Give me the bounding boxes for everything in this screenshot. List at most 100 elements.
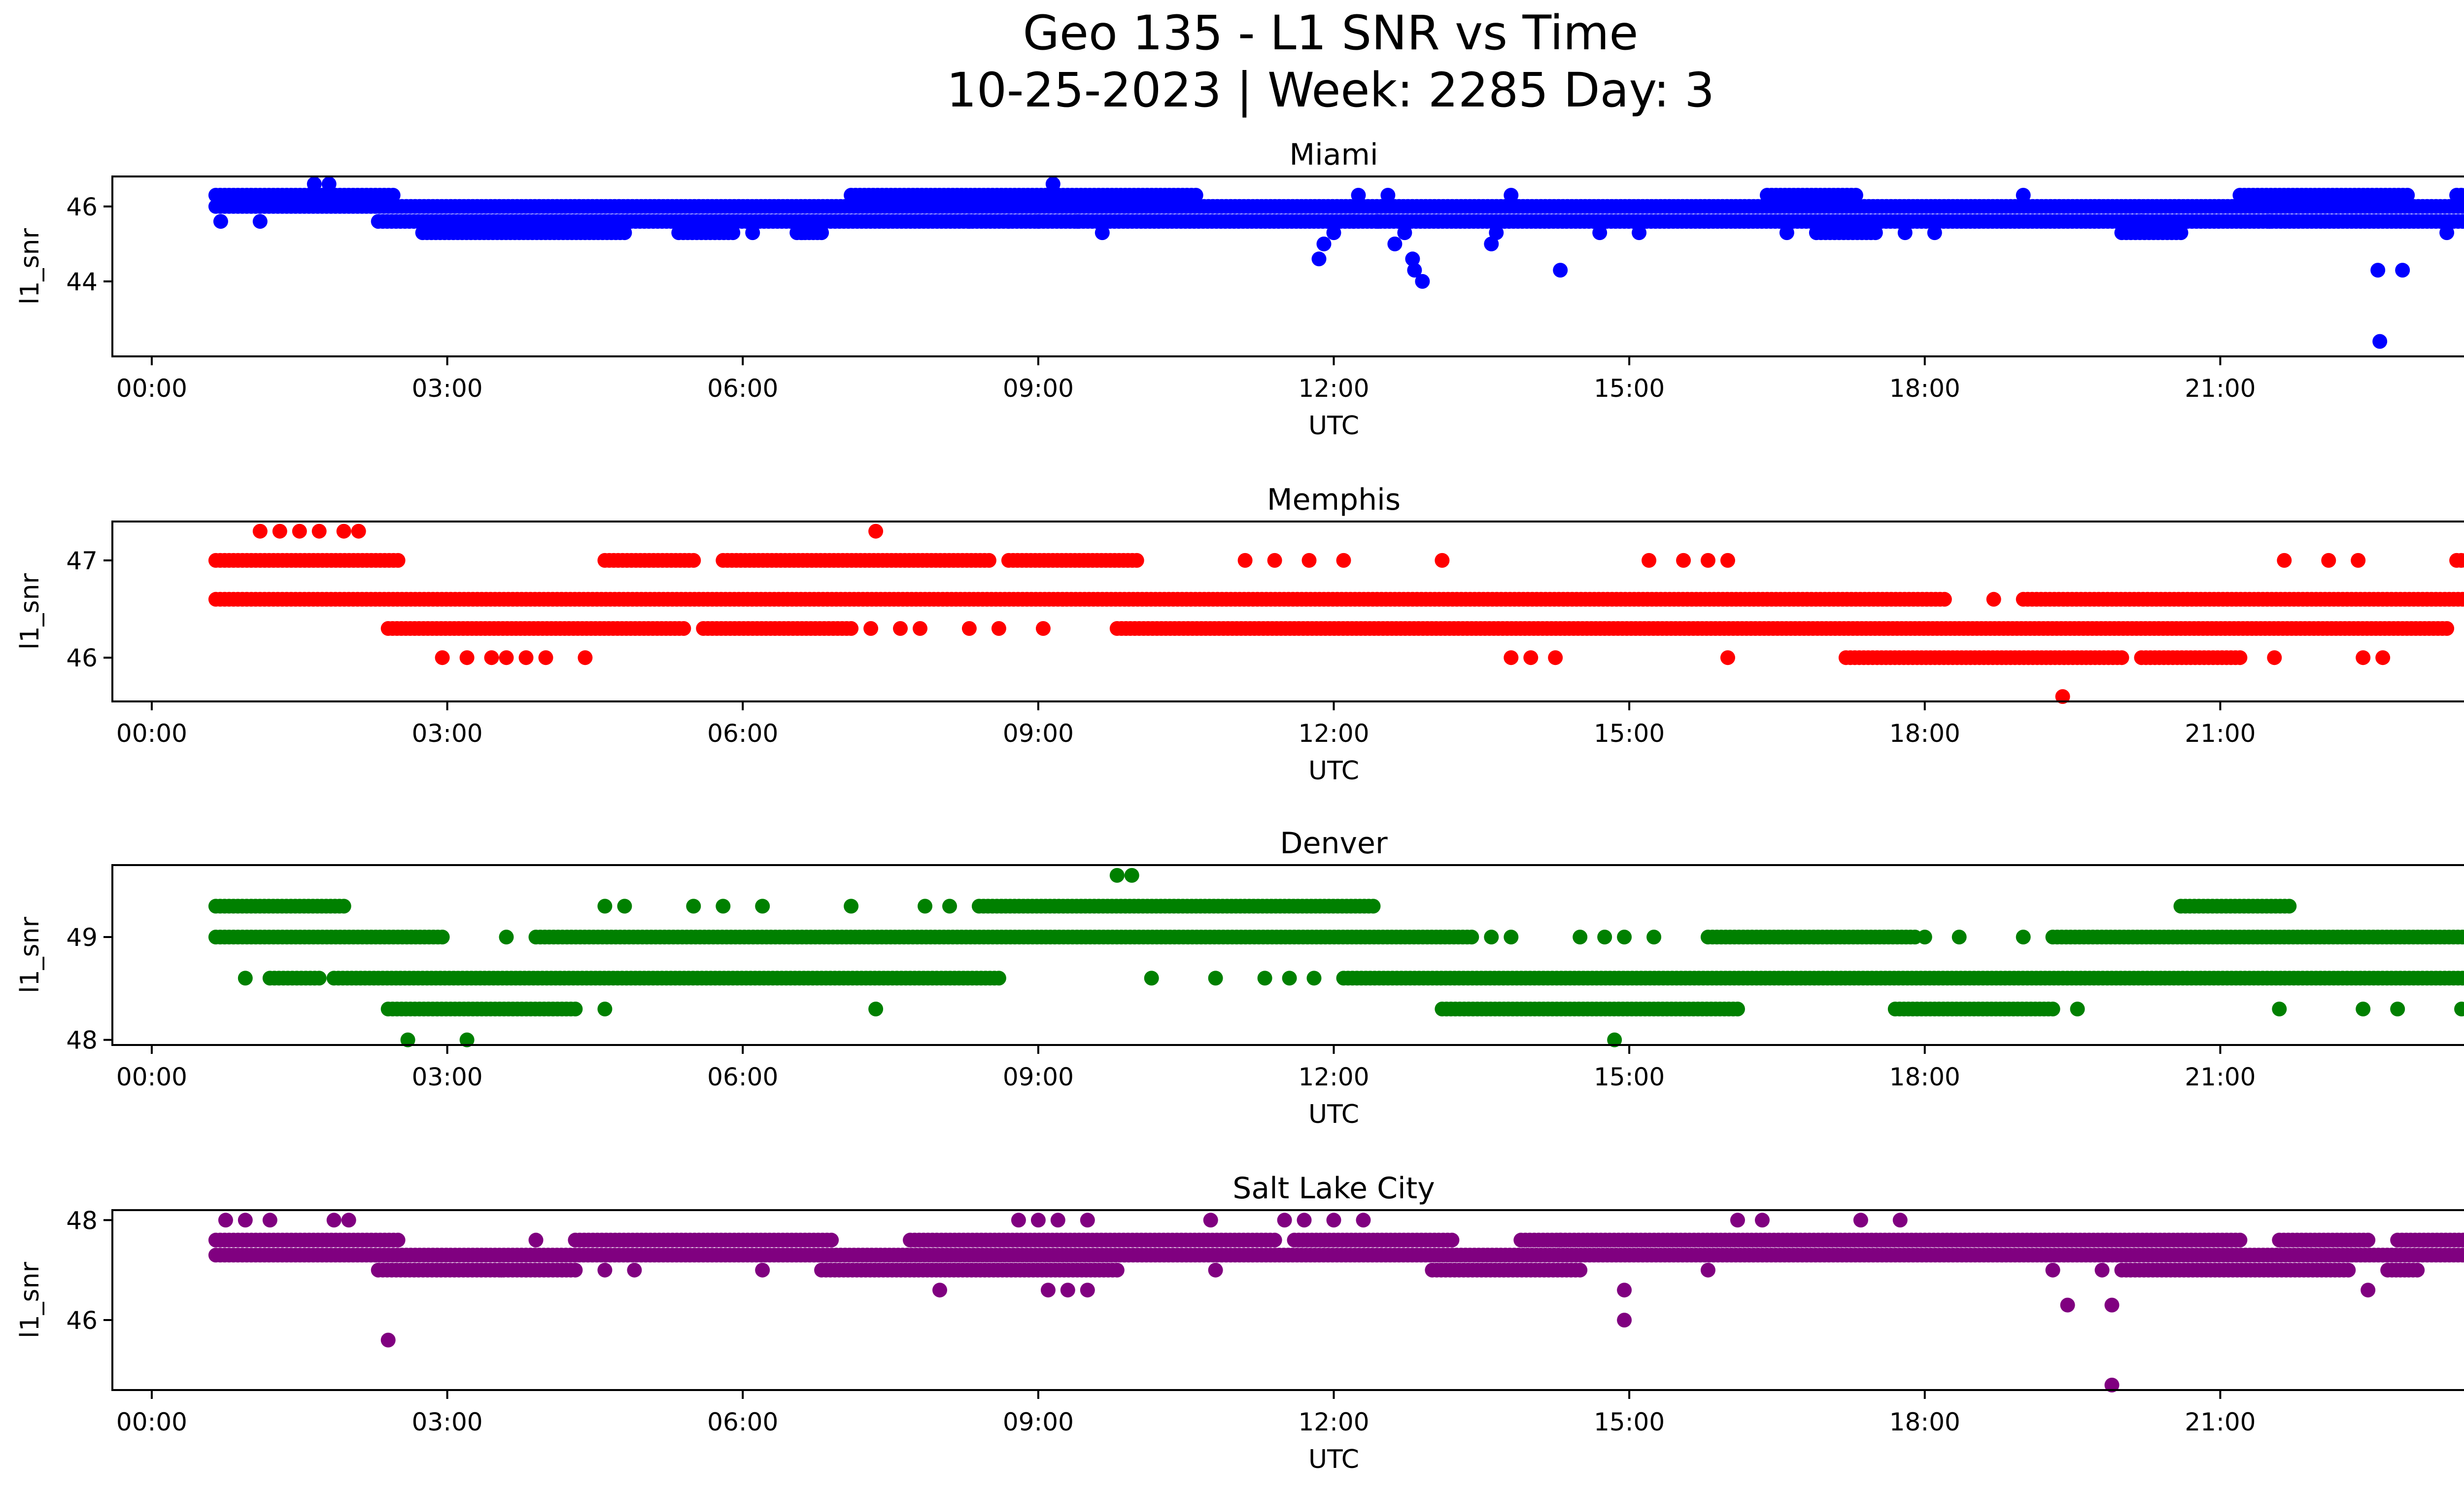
data-point (2174, 225, 2189, 240)
data-point (2262, 214, 2277, 229)
data-point (342, 1213, 356, 1227)
data-point (1676, 553, 1691, 568)
data-point (1144, 971, 1159, 985)
data-point (578, 650, 592, 665)
y-axis-label: l1_snr (15, 573, 45, 650)
figure-title-line-1: Geo 135 - L1 SNR vs Time (1023, 5, 1639, 61)
data-point (1917, 930, 1932, 944)
data-point (2046, 1002, 2060, 1016)
data-point (1080, 1213, 1095, 1227)
y-tick-label: 46 (66, 193, 98, 221)
x-tick-label: 09:00 (1003, 374, 1074, 403)
data-point (1464, 930, 1479, 944)
x-tick-label: 06:00 (707, 1063, 778, 1091)
data-point (1617, 1313, 1632, 1327)
data-point (686, 553, 701, 568)
data-point (814, 225, 829, 240)
data-point (992, 971, 1006, 985)
x-axis-label: UTC (1308, 756, 1359, 786)
data-point (1387, 237, 1402, 251)
data-point (1642, 553, 1656, 568)
data-point (539, 650, 553, 665)
data-point (1720, 650, 1735, 665)
data-point (238, 1213, 253, 1227)
data-point (2351, 553, 2365, 568)
x-tick-label: 18:00 (1889, 1063, 1960, 1091)
x-tick-label: 06:00 (707, 719, 778, 748)
data-point (844, 899, 858, 913)
data-point (992, 621, 1006, 636)
data-point (1041, 1283, 1056, 1297)
data-point (322, 176, 337, 191)
data-point (1327, 225, 1341, 240)
data-point (1868, 225, 1883, 240)
y-tick-label: 46 (66, 644, 98, 672)
data-point (1380, 188, 1395, 203)
data-point (213, 214, 228, 229)
data-point (1755, 1213, 1770, 1227)
data-point (519, 1263, 534, 1278)
data-point (218, 1213, 233, 1227)
data-point (745, 225, 760, 240)
data-point (2390, 1002, 2405, 1016)
data-point (725, 225, 740, 240)
data-point (2115, 650, 2129, 665)
x-tick-label: 18:00 (1889, 374, 1960, 403)
data-point (597, 899, 612, 913)
data-point (1780, 225, 1794, 240)
data-point (597, 1002, 612, 1016)
data-point (1346, 214, 1361, 229)
data-point (1125, 868, 1139, 883)
data-point (391, 553, 406, 568)
x-tick-label: 06:00 (707, 374, 778, 403)
data-point (913, 621, 927, 636)
y-tick-label: 47 (66, 547, 98, 575)
data-point (391, 1233, 406, 1248)
data-point (1986, 592, 2001, 607)
data-point (1701, 553, 1715, 568)
data-point (627, 1263, 642, 1278)
data-point (337, 899, 351, 913)
data-point (1415, 274, 1430, 289)
data-point (2341, 1263, 2356, 1278)
data-point (1617, 930, 1632, 944)
data-point (1282, 971, 1297, 985)
data-point (1208, 971, 1223, 985)
data-point (1597, 930, 1612, 944)
data-point (2410, 1263, 2425, 1278)
data-point (2370, 263, 2385, 278)
y-tick-label: 49 (66, 923, 98, 952)
data-point (2267, 650, 2282, 665)
data-point (337, 524, 351, 539)
x-tick-label: 09:00 (1003, 1063, 1074, 1091)
data-point (1504, 650, 1518, 665)
data-point (1317, 237, 1332, 251)
data-point (1327, 1213, 1341, 1227)
data-point (1031, 214, 1046, 229)
data-point (844, 621, 858, 636)
data-point (2277, 553, 2292, 568)
data-point (824, 1233, 839, 1248)
data-point (1095, 225, 1110, 240)
x-tick-label: 00:00 (116, 1063, 187, 1091)
x-tick-label: 12:00 (1298, 374, 1369, 403)
data-point (2134, 214, 2149, 229)
data-point (1356, 1213, 1371, 1227)
data-point (307, 176, 322, 191)
data-point (868, 1002, 883, 1016)
data-point (1036, 621, 1051, 636)
data-point (1632, 225, 1646, 240)
data-point (1573, 930, 1587, 944)
y-axis-label: l1_snr (15, 916, 45, 993)
data-point (1952, 930, 1967, 944)
data-point (1258, 971, 1272, 985)
data-point (1927, 225, 1942, 240)
data-point (568, 1263, 582, 1278)
data-point (1730, 1213, 1745, 1227)
data-point (716, 899, 730, 913)
data-point (597, 1263, 612, 1278)
data-point (2395, 263, 2410, 278)
data-point (2232, 1233, 2247, 1248)
data-point (1366, 899, 1381, 913)
